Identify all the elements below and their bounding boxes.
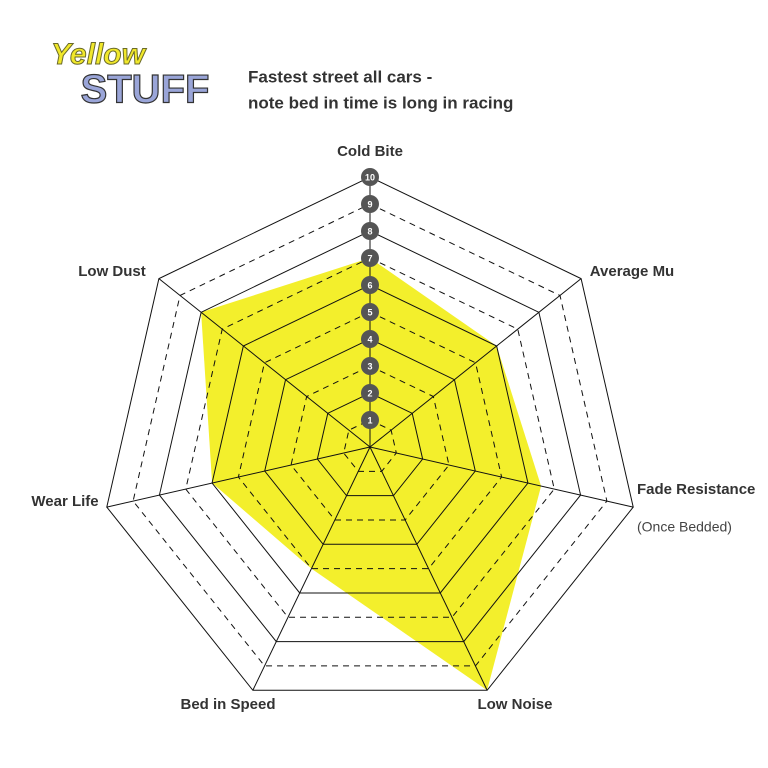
- grid-ring: [158, 230, 582, 643]
- spoke: [106, 446, 371, 508]
- grid-ring: [211, 284, 529, 594]
- tick-label: 10: [365, 172, 375, 182]
- grid-ring: [106, 176, 634, 691]
- grid-ring: [264, 338, 476, 545]
- grid-ring: [343, 419, 397, 472]
- grid-ring: [132, 203, 608, 667]
- tick-badge: [361, 411, 379, 429]
- tick-badge: [361, 249, 379, 267]
- tick-label: 1: [367, 415, 372, 425]
- tick-label: 8: [367, 226, 372, 236]
- grid-ring: [237, 311, 503, 570]
- tick-badge: [361, 276, 379, 294]
- spoke: [369, 446, 488, 691]
- tick-badge: [361, 330, 379, 348]
- tick-label: 2: [367, 388, 372, 398]
- tick-label: 9: [367, 199, 372, 209]
- logo-line1: Yellow: [51, 38, 147, 71]
- tick-label: 7: [367, 253, 372, 263]
- grid-ring: [316, 392, 424, 497]
- tick-badge: [361, 303, 379, 321]
- spoke: [369, 446, 634, 508]
- tick-badge: [361, 168, 379, 186]
- axis-label: Average Mu: [590, 263, 674, 280]
- chart-title: Fastest street all cars -: [248, 67, 432, 86]
- logo-line2: STUFF: [81, 68, 210, 112]
- logo: Yellow STUFF: [51, 37, 210, 112]
- tick-label: 4: [367, 334, 372, 344]
- tick-label: 6: [367, 280, 372, 290]
- axis-label: Low Dust: [78, 263, 146, 280]
- axis-label: Fade Resistance: [637, 481, 755, 498]
- chart-subtitle: note bed in time is long in racing: [248, 93, 513, 112]
- axis-label: Wear Life: [31, 493, 98, 510]
- spoke: [369, 278, 582, 448]
- tick-badge: [361, 195, 379, 213]
- grid-ring: [290, 365, 450, 521]
- tick-label: 5: [367, 307, 372, 317]
- data-area: [201, 258, 542, 691]
- axis-label: Low Noise: [477, 696, 552, 713]
- spoke: [252, 446, 371, 691]
- axis-note: (Once Bedded): [637, 519, 732, 535]
- axis-label: Cold Bite: [337, 143, 403, 160]
- axis-label: Bed in Speed: [180, 696, 275, 713]
- grid-ring: [185, 257, 555, 618]
- spoke: [158, 278, 371, 448]
- tick-badge: [361, 222, 379, 240]
- tick-badge: [361, 357, 379, 375]
- tick-badge: [361, 384, 379, 402]
- tick-label: 3: [367, 361, 372, 371]
